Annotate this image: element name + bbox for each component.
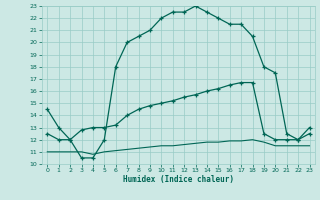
X-axis label: Humidex (Indice chaleur): Humidex (Indice chaleur)	[123, 175, 234, 184]
